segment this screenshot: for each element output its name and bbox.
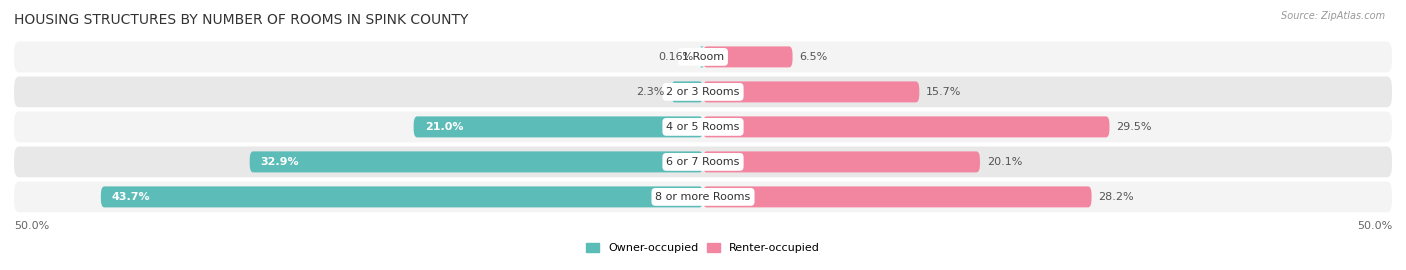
FancyBboxPatch shape bbox=[14, 112, 1392, 142]
FancyBboxPatch shape bbox=[413, 116, 703, 137]
FancyBboxPatch shape bbox=[703, 46, 793, 68]
Text: 8 or more Rooms: 8 or more Rooms bbox=[655, 192, 751, 202]
FancyBboxPatch shape bbox=[14, 147, 1392, 177]
FancyBboxPatch shape bbox=[250, 151, 703, 173]
FancyBboxPatch shape bbox=[703, 151, 980, 173]
Text: 4 or 5 Rooms: 4 or 5 Rooms bbox=[666, 122, 740, 132]
Text: Source: ZipAtlas.com: Source: ZipAtlas.com bbox=[1281, 11, 1385, 21]
Text: 29.5%: 29.5% bbox=[1116, 122, 1152, 132]
Text: 0.16%: 0.16% bbox=[658, 52, 695, 62]
Legend: Owner-occupied, Renter-occupied: Owner-occupied, Renter-occupied bbox=[581, 238, 825, 257]
Text: 6.5%: 6.5% bbox=[800, 52, 828, 62]
FancyBboxPatch shape bbox=[703, 116, 1109, 137]
Text: 2 or 3 Rooms: 2 or 3 Rooms bbox=[666, 87, 740, 97]
FancyBboxPatch shape bbox=[703, 81, 920, 102]
FancyBboxPatch shape bbox=[700, 46, 704, 68]
Text: 1 Room: 1 Room bbox=[682, 52, 724, 62]
FancyBboxPatch shape bbox=[671, 81, 703, 102]
Text: 32.9%: 32.9% bbox=[260, 157, 299, 167]
Text: 43.7%: 43.7% bbox=[112, 192, 150, 202]
FancyBboxPatch shape bbox=[703, 186, 1091, 207]
Text: 21.0%: 21.0% bbox=[425, 122, 463, 132]
Text: 28.2%: 28.2% bbox=[1098, 192, 1135, 202]
Text: 6 or 7 Rooms: 6 or 7 Rooms bbox=[666, 157, 740, 167]
FancyBboxPatch shape bbox=[101, 186, 703, 207]
Text: HOUSING STRUCTURES BY NUMBER OF ROOMS IN SPINK COUNTY: HOUSING STRUCTURES BY NUMBER OF ROOMS IN… bbox=[14, 13, 468, 27]
Text: 20.1%: 20.1% bbox=[987, 157, 1022, 167]
FancyBboxPatch shape bbox=[14, 181, 1392, 212]
Text: 50.0%: 50.0% bbox=[14, 221, 49, 231]
Text: 50.0%: 50.0% bbox=[1357, 221, 1392, 231]
FancyBboxPatch shape bbox=[14, 76, 1392, 107]
FancyBboxPatch shape bbox=[14, 42, 1392, 72]
Text: 2.3%: 2.3% bbox=[636, 87, 665, 97]
Text: 15.7%: 15.7% bbox=[927, 87, 962, 97]
